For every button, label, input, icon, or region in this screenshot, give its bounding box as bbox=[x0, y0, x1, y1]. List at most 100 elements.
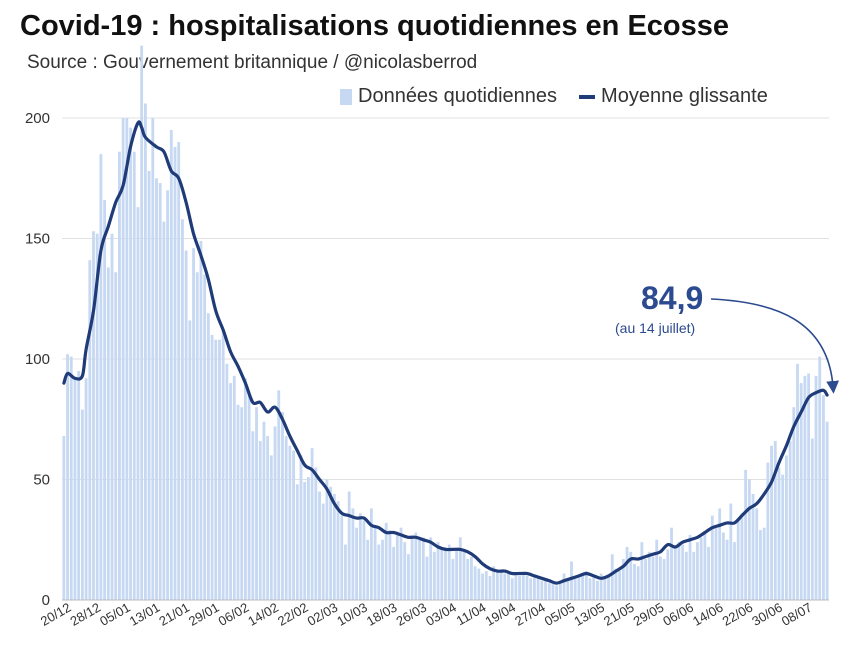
x-tick-label: 19/04 bbox=[482, 600, 518, 629]
bar-05/01 bbox=[121, 118, 125, 600]
bar-27/06 bbox=[762, 527, 766, 600]
bar-20/03 bbox=[395, 534, 399, 600]
bar-25/06 bbox=[755, 508, 759, 600]
x-tick-label: 21/05 bbox=[601, 600, 637, 629]
bar-03/02 bbox=[229, 383, 232, 600]
x-tick-label: 13/01 bbox=[127, 600, 163, 629]
y-tick-label: 100 bbox=[25, 351, 50, 368]
x-tick-label: 10/03 bbox=[334, 600, 370, 629]
bar-07/06 bbox=[688, 534, 692, 600]
bar-25/04 bbox=[529, 578, 533, 600]
bar-26/03 bbox=[418, 537, 421, 600]
bar-31/01 bbox=[218, 339, 221, 600]
bar-05/05 bbox=[566, 578, 570, 600]
bar-21/04 bbox=[514, 573, 518, 600]
bar-18/04 bbox=[503, 573, 507, 600]
bar-15/04 bbox=[492, 566, 496, 600]
bar-24/02 bbox=[306, 477, 310, 600]
bar-08/05 bbox=[577, 575, 581, 600]
legend-label-average: Moyenne glissante bbox=[601, 85, 768, 107]
bar-17/06 bbox=[725, 539, 729, 600]
bar-22/05 bbox=[629, 551, 633, 600]
bar-08/06 bbox=[692, 551, 696, 600]
bar-31/03 bbox=[436, 542, 440, 600]
bar-09/01 bbox=[136, 207, 140, 601]
x-tick-label: 22/06 bbox=[720, 600, 756, 629]
bar-28/06 bbox=[766, 462, 770, 600]
bar-26/04 bbox=[533, 575, 536, 600]
bar-04/05 bbox=[562, 573, 566, 600]
bar-07/04 bbox=[462, 551, 466, 600]
bar-27/05 bbox=[647, 551, 651, 600]
bar-09/05 bbox=[581, 573, 585, 600]
bar-27/12 bbox=[88, 260, 92, 600]
bar-21/06 bbox=[740, 513, 744, 600]
bar-28/01 bbox=[206, 313, 210, 600]
annotation-note: (au 14 juillet) bbox=[615, 320, 696, 336]
bar-15/02 bbox=[273, 426, 277, 600]
bar-20/04 bbox=[510, 578, 514, 600]
bar-05/02 bbox=[236, 404, 240, 600]
bar-12/03 bbox=[366, 539, 370, 600]
legend-swatch-daily bbox=[340, 88, 352, 105]
bar-22/02 bbox=[299, 455, 303, 600]
bar-09/02 bbox=[251, 431, 255, 600]
bar-10/04 bbox=[473, 566, 477, 600]
x-tick-label: 21/01 bbox=[156, 600, 192, 629]
bar-06/04 bbox=[458, 537, 462, 600]
bar-15/05 bbox=[603, 578, 607, 600]
bar-24/05 bbox=[636, 566, 640, 600]
bar-02/06 bbox=[670, 527, 673, 600]
bar-10/03 bbox=[358, 513, 362, 600]
x-tick-label: 30/06 bbox=[749, 600, 785, 629]
bar-20/12 bbox=[62, 436, 66, 600]
bar-29/03 bbox=[429, 537, 433, 600]
y-tick-label: 50 bbox=[33, 472, 50, 489]
chart-legend: Données quotidiennes Moyenne glissante bbox=[340, 85, 790, 108]
bar-12/05 bbox=[592, 575, 596, 600]
bar-25/01 bbox=[195, 272, 199, 600]
bar-15/01 bbox=[158, 183, 162, 600]
bar-19/01 bbox=[173, 146, 177, 601]
bar-29/01 bbox=[210, 334, 214, 600]
bar-12/01 bbox=[147, 171, 151, 600]
bar-26/12 bbox=[84, 378, 88, 600]
legend-item-average: Moyenne glissante bbox=[579, 85, 768, 108]
bar-09/04 bbox=[470, 556, 473, 600]
bar-07/01 bbox=[129, 127, 132, 600]
bar-10/05 bbox=[584, 571, 588, 600]
bar-10/02 bbox=[255, 407, 258, 600]
bar-11/05 bbox=[588, 578, 592, 600]
bar-16/04 bbox=[495, 571, 499, 600]
bar-20/06 bbox=[736, 520, 740, 600]
annotation-value: 84,9 bbox=[641, 280, 704, 316]
bar-14/03 bbox=[373, 527, 377, 600]
x-tick-label: 11/04 bbox=[454, 600, 489, 629]
bar-30/12 bbox=[99, 154, 103, 600]
bar-02/05 bbox=[555, 585, 559, 600]
bar-11/07 bbox=[814, 375, 818, 600]
bar-10/06 bbox=[699, 537, 703, 600]
bar-08/03 bbox=[351, 508, 355, 600]
bar-18/06 bbox=[729, 503, 733, 600]
x-tick-label: 26/03 bbox=[394, 600, 430, 629]
bar-01/01 bbox=[106, 267, 110, 600]
bar-27/02 bbox=[318, 491, 321, 600]
bar-05/07 bbox=[792, 407, 796, 600]
bar-21/12 bbox=[66, 354, 69, 600]
x-tick-label: 18/03 bbox=[364, 600, 400, 629]
bar-13/06 bbox=[710, 515, 714, 600]
bar-11/01 bbox=[143, 103, 147, 600]
bar-30/04 bbox=[547, 583, 551, 600]
bar-01/04 bbox=[440, 546, 444, 600]
x-tick-label: 05/05 bbox=[542, 600, 578, 629]
bar-31/12 bbox=[103, 199, 107, 600]
legend-item-daily: Données quotidiennes bbox=[340, 85, 557, 108]
bar-01/02 bbox=[221, 330, 225, 600]
chart-subtitle: Source : Gouvernement britannique / @nic… bbox=[27, 52, 478, 73]
bar-16/01 bbox=[162, 221, 166, 600]
bar-08/07 bbox=[803, 375, 807, 600]
bar-28/03 bbox=[425, 556, 429, 600]
bar-15/03 bbox=[377, 544, 381, 600]
